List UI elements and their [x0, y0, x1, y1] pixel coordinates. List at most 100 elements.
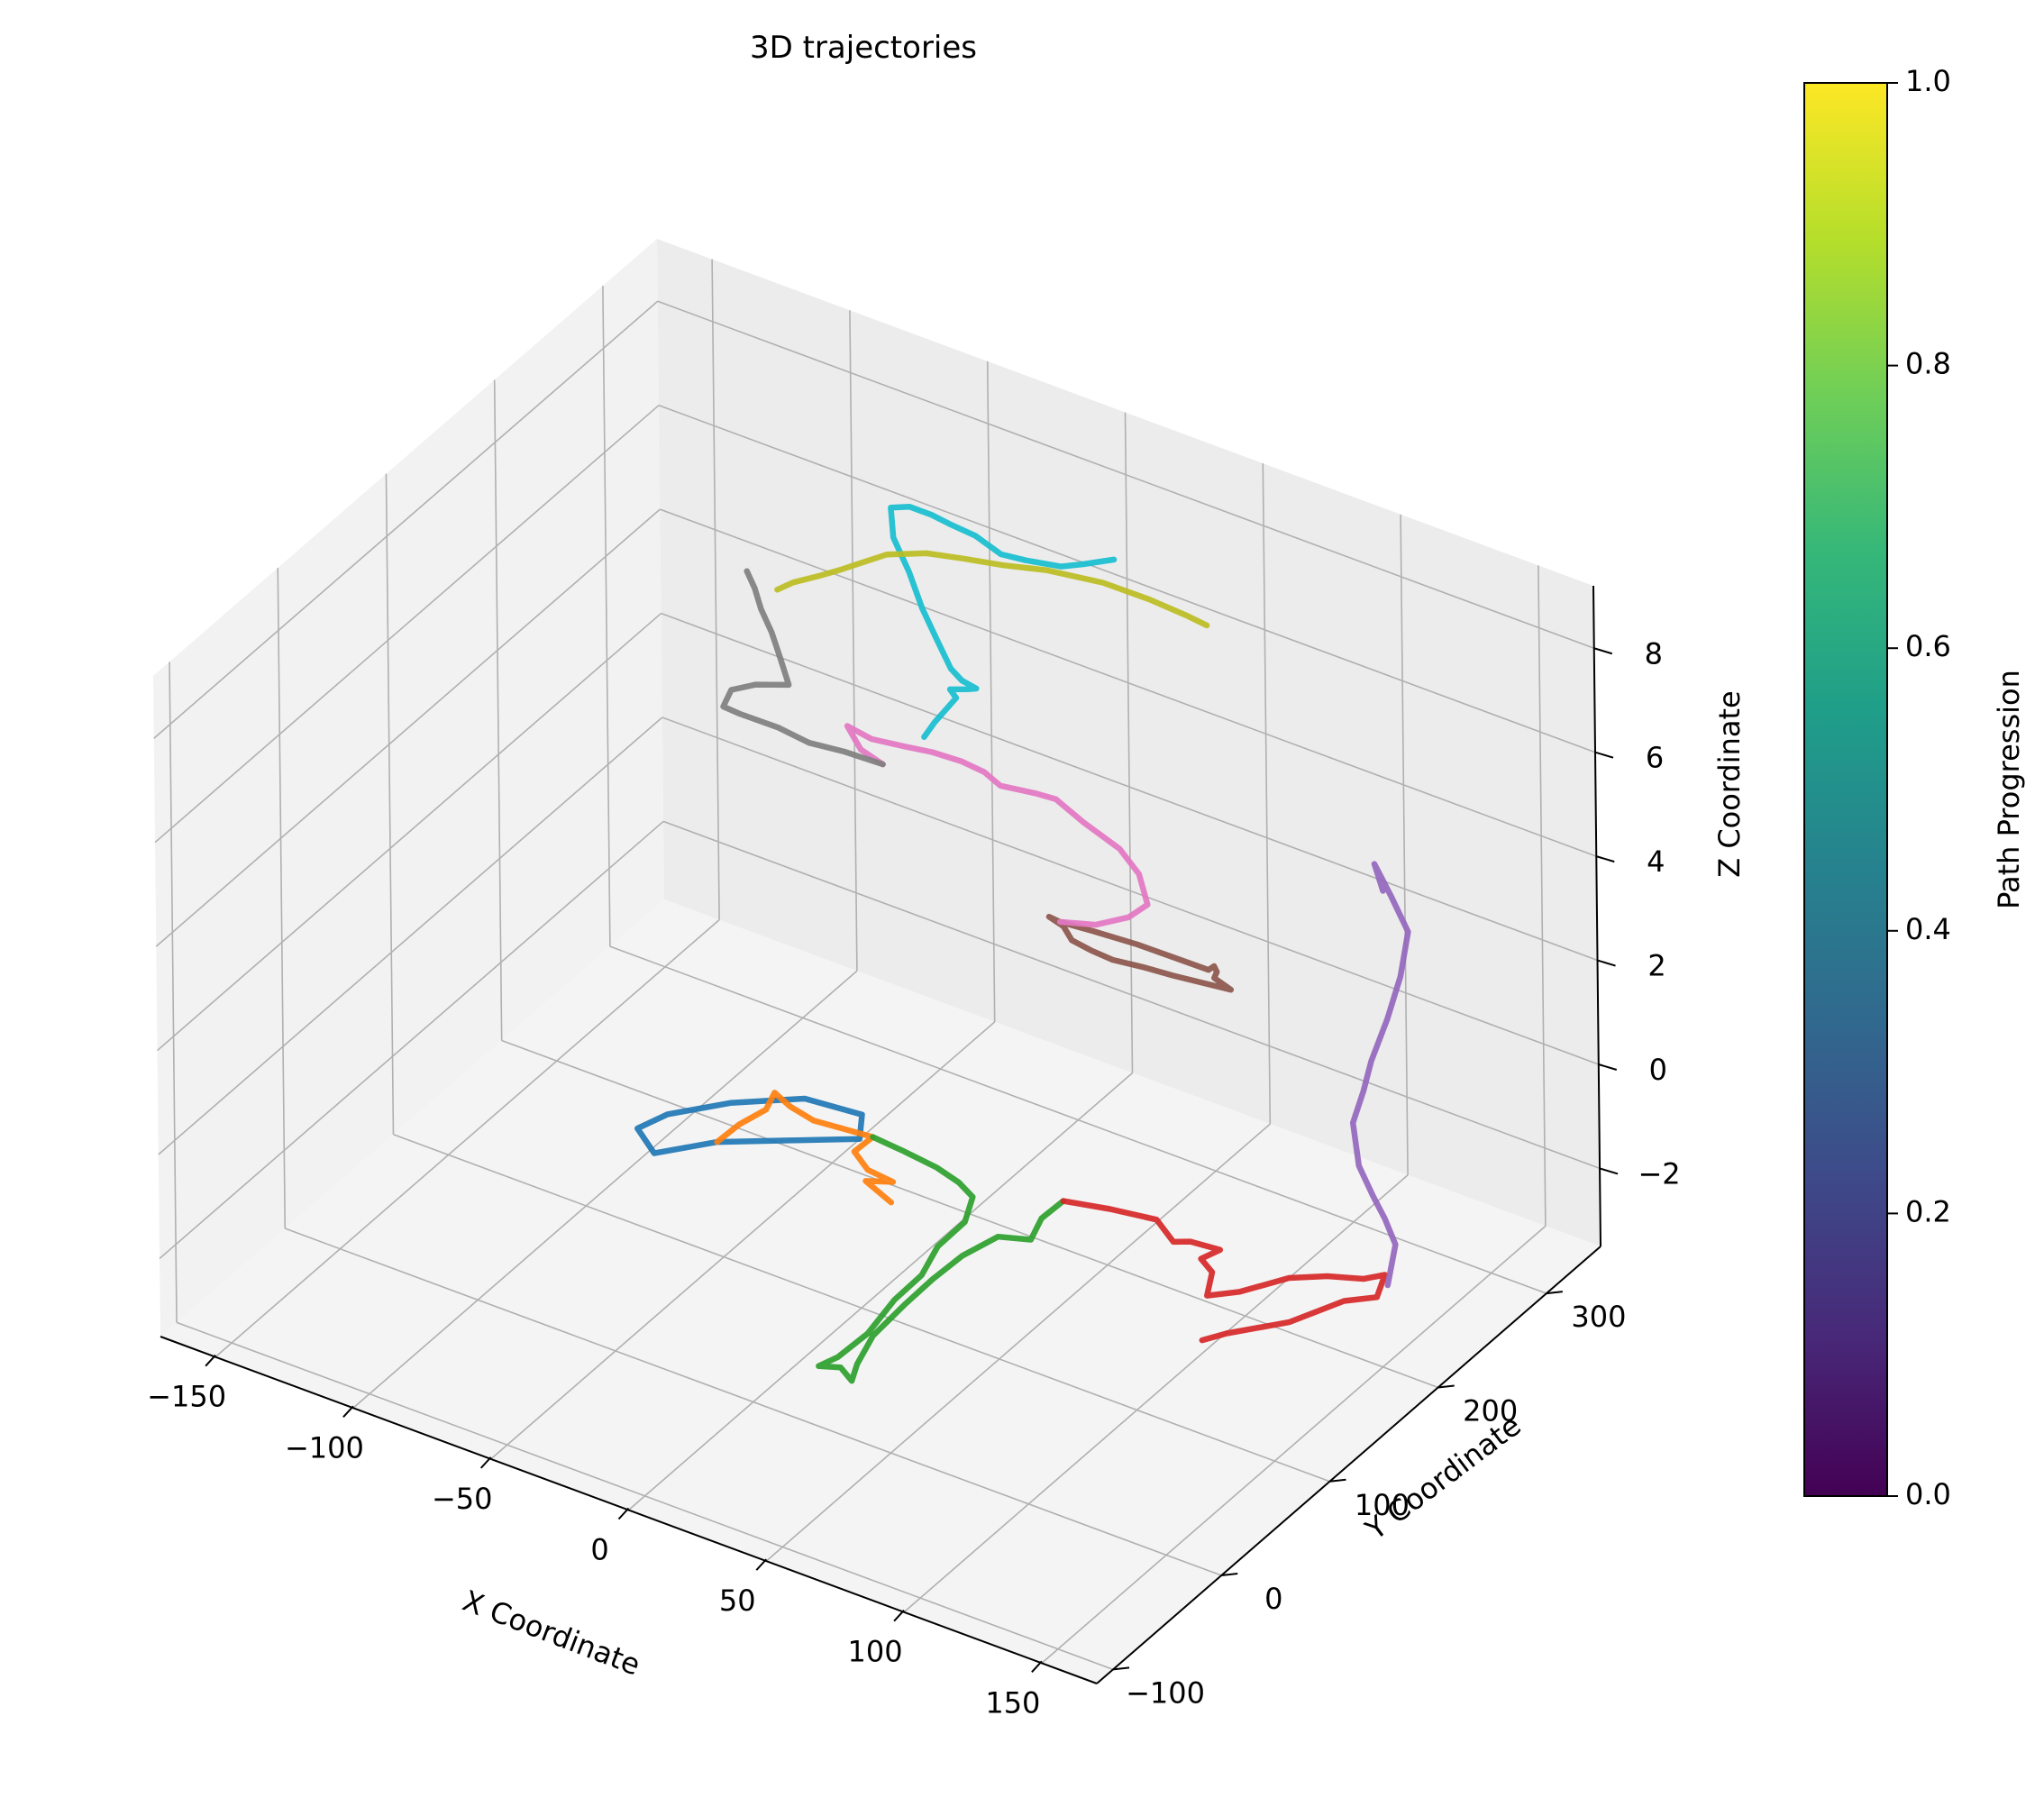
z-tick — [1593, 647, 1613, 655]
z-tick — [1599, 1167, 1619, 1175]
grid-line-z-left — [155, 508, 661, 947]
axis-panes — [153, 239, 1601, 1684]
x-tick — [342, 1405, 354, 1418]
x-tick — [479, 1456, 492, 1469]
grid-line-x-back — [711, 259, 720, 920]
colorbar-label: Path Progression — [1992, 670, 2026, 909]
x-tick-label: 50 — [719, 1584, 756, 1618]
grid-line-y-left — [602, 286, 611, 947]
x-tick-label: 150 — [985, 1685, 1040, 1720]
z-tick-label: 6 — [1646, 741, 1664, 775]
grid-line-z-back — [659, 508, 1597, 857]
z-tick — [1595, 855, 1615, 863]
grid-line-x-floor — [627, 1072, 1134, 1511]
colorbar-tick-label: 1.0 — [1905, 64, 1951, 98]
z-axis-label: Z Coordinate — [1712, 690, 1747, 878]
y-tick-label: 100 — [1355, 1488, 1410, 1522]
y-tick — [1112, 1666, 1130, 1671]
trajectory-line-4 — [1060, 1198, 1388, 1344]
z-axis-line — [1592, 585, 1601, 1247]
x-axis-label: X Coordinate — [458, 1584, 644, 1683]
x-axis-line — [160, 1336, 1098, 1684]
grid-line-x-floor — [490, 1021, 996, 1460]
grid-line-y-floor — [284, 1228, 1222, 1576]
x-tick-label: 100 — [848, 1635, 903, 1669]
grid-line-x-back — [849, 310, 858, 972]
grid-line-x-back — [1262, 463, 1272, 1125]
trajectory-line-2 — [714, 1090, 897, 1206]
trajectory-line-5 — [1349, 861, 1411, 1289]
grid-line-x-back — [1538, 565, 1547, 1227]
tick-marks: −150 −100 −50 0 50 100 150 −100 0 100 200 300 −2 0 2 4 6… — [147, 636, 1680, 1720]
colorbar-gradient — [1803, 82, 1888, 1497]
z-tick-label: 2 — [1647, 949, 1665, 983]
grid-line-z-left — [158, 716, 663, 1155]
trajectory-line-6 — [1045, 913, 1235, 993]
grid-line-z-left — [153, 300, 659, 739]
grid-line-y-left — [385, 473, 395, 1135]
grid-line-y-left — [277, 568, 287, 1229]
grid-line-z-back — [657, 300, 1595, 650]
x-tick-label: −100 — [285, 1430, 364, 1465]
left-pane — [153, 239, 664, 1337]
y-tick-label: 200 — [1463, 1393, 1518, 1428]
grid-line-z-left — [159, 820, 664, 1260]
colorbar-tick-label: 0.0 — [1905, 1477, 1951, 1511]
colorbar-tick-label: 0.6 — [1905, 629, 1951, 663]
grid-line-y-left — [169, 662, 178, 1323]
trajectory-line-10 — [774, 550, 1210, 629]
y-tick-label: −100 — [1126, 1675, 1205, 1710]
grid-line-z-back — [662, 820, 1601, 1170]
y-tick — [1437, 1384, 1455, 1389]
z-tick-label: −2 — [1638, 1156, 1680, 1191]
y-tick — [1329, 1478, 1346, 1483]
grid-line-x-floor — [352, 970, 858, 1409]
colorbar-tick-label: 0.8 — [1905, 347, 1951, 381]
grid-line-y-floor — [393, 1134, 1330, 1483]
plot-3d-axes: −150 −100 −50 0 50 100 150 −100 0 100 200 300 −2 0 2 4 6… — [147, 239, 1681, 1720]
x-tick-label: −150 — [147, 1380, 226, 1414]
grid-line-z-left — [154, 405, 660, 844]
grid-line-x-floor — [1041, 1225, 1547, 1664]
x-tick — [617, 1507, 630, 1520]
colorbar: 0.0 0.2 0.4 0.6 0.8 1.0 Path Progression — [1803, 64, 2026, 1511]
trajectory-line-3 — [816, 1134, 1067, 1384]
colorbar-ticks: 0.0 0.2 0.4 0.6 0.8 1.0 — [1887, 64, 1951, 1511]
grid-line-x-floor — [903, 1174, 1409, 1613]
z-tick-label: 8 — [1645, 636, 1663, 671]
grid-line-y-floor — [176, 1321, 1114, 1671]
colorbar-tick-label: 0.4 — [1905, 912, 1951, 946]
grid-line-x-floor — [214, 919, 720, 1358]
trajectories — [634, 503, 1411, 1384]
z-tick — [1598, 1063, 1618, 1071]
x-tick — [1031, 1660, 1043, 1674]
x-tick — [205, 1354, 216, 1367]
y-tick — [1546, 1291, 1564, 1295]
grid-line-y-left — [493, 379, 503, 1041]
grid-line-x-floor — [765, 1123, 1271, 1562]
x-tick — [893, 1610, 905, 1622]
y-tick — [1221, 1573, 1238, 1577]
y-tick-label: 300 — [1571, 1300, 1626, 1334]
grid-line-z-back — [662, 716, 1600, 1065]
z-tick-label: 0 — [1649, 1053, 1667, 1087]
grid-line-x-back — [1400, 514, 1409, 1175]
z-tick-label: 4 — [1647, 844, 1665, 879]
colorbar-tick-label: 0.2 — [1905, 1194, 1951, 1228]
trajectory-line-8 — [720, 568, 886, 768]
grid-lines — [153, 259, 1601, 1671]
z-tick — [1594, 751, 1614, 759]
y-tick-label: 0 — [1264, 1582, 1282, 1616]
axis-lines — [160, 585, 1601, 1684]
grid-line-z-left — [157, 612, 662, 1052]
x-tick-label: −50 — [432, 1482, 493, 1516]
y-axis-line — [1096, 1246, 1601, 1684]
grid-line-z-back — [661, 612, 1598, 962]
trajectory-line-9 — [888, 503, 1118, 740]
grid-line-x-back — [986, 361, 996, 1022]
x-tick-label: 0 — [590, 1533, 608, 1567]
trajectory-line-7 — [844, 723, 1151, 928]
chart-title: 3D trajectories — [750, 30, 977, 66]
z-tick — [1597, 959, 1616, 967]
